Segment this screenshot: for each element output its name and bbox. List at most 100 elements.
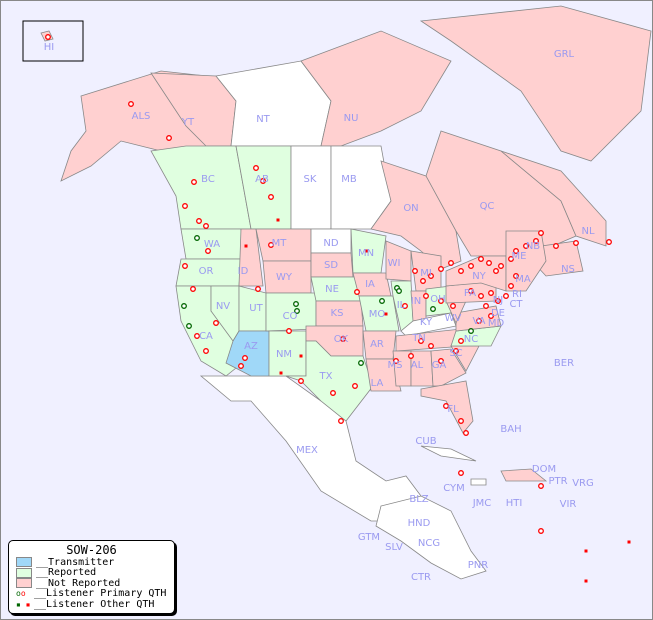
label-pnr: PNR: [468, 560, 489, 571]
listener-primary-qth-marker: [463, 430, 469, 436]
label-nv: NV: [216, 301, 230, 312]
listener-primary-qth-marker: [606, 239, 612, 245]
label-cym: CYM: [443, 483, 465, 494]
listener-primary-qth-marker: [428, 273, 434, 279]
listener-primary-qth-marker: [476, 318, 482, 324]
listener-other-qth-marker: [627, 540, 631, 544]
label-ms: MS: [388, 360, 403, 371]
listener-primary-qth-marker: [128, 101, 134, 107]
label-als: ALS: [132, 111, 151, 122]
region-shapes: [40, 5, 652, 580]
listener-primary-qth-marker: [396, 288, 402, 294]
listener-primary-qth-marker: [286, 328, 292, 334]
listener-primary-qth-marker: [488, 313, 494, 319]
label-nl: NL: [581, 226, 594, 237]
listener-other-qth-marker: [584, 549, 588, 553]
legend-label: __Not Reported: [36, 577, 121, 589]
region-central-america: [375, 495, 487, 580]
listener-other-qth-marker: [279, 371, 283, 375]
label-mex: MEX: [296, 445, 318, 456]
label-me: ME: [512, 251, 527, 262]
listener-primary-qth-marker: [458, 338, 464, 344]
listener-primary-qth-marker: [523, 243, 529, 249]
listener-primary-qth-marker: [205, 248, 211, 254]
label-nm: NM: [276, 349, 292, 360]
listener-primary-qth-marker: [45, 34, 51, 40]
listener-primary-qth-marker: [194, 333, 200, 339]
legend-label: __Listener Other QTH: [34, 598, 155, 610]
listener-primary-qth-marker: [468, 328, 474, 334]
region-land-na-base: [199, 375, 422, 522]
listener-primary-qth-marker: [538, 230, 544, 236]
listener-primary-qth-marker: [450, 303, 456, 309]
reported-swatch: [16, 567, 32, 578]
label-jmc: JMC: [472, 498, 492, 509]
listener-primary-qth-marker: [438, 266, 444, 272]
listener-other-qth-marker: [299, 354, 303, 358]
listener-primary-qth-marker: [508, 256, 514, 262]
label-ns: NS: [561, 264, 575, 275]
listener-primary-qth-marker: [478, 256, 484, 262]
region-labels: HI ALS YT NT NU GRL BC AB SK MB ON QC NL NS NB WA OR CA NV…: [44, 42, 595, 583]
label-ia: IA: [365, 279, 375, 290]
listener-primary-qth-marker: [340, 336, 346, 342]
listener-primary-qth-marker: [468, 263, 474, 269]
label-vir: VIR: [560, 499, 577, 510]
label-ctr: CTR: [411, 572, 431, 583]
listener-primary-qth-marker: [513, 248, 519, 254]
label-cub: CUB: [415, 436, 436, 447]
label-ber: BER: [554, 358, 574, 369]
label-nj: NJ: [493, 295, 503, 306]
label-co: CO: [283, 311, 298, 322]
listener-primary-qth-marker: [538, 528, 544, 534]
label-yt: YT: [181, 117, 195, 128]
region-id: [238, 228, 264, 287]
listener-primary-qth-marker: [420, 278, 426, 284]
label-grl: GRL: [554, 49, 575, 60]
label-va: VA: [472, 316, 485, 327]
label-or: OR: [199, 266, 214, 277]
listener-primary-qth-marker: [194, 235, 200, 241]
label-ar: AR: [370, 339, 384, 350]
listener-primary-qth-marker: [293, 301, 299, 307]
listener-other-qth-marker: [244, 244, 248, 248]
label-hnd: HND: [408, 518, 431, 529]
label-ky: KY: [420, 317, 433, 328]
label-wa: WA: [204, 239, 220, 250]
label-dom: DOM: [532, 464, 556, 475]
listener-other-qth-marker: [584, 579, 588, 583]
listener-primary-qth-marker: [495, 298, 501, 304]
label-nb: NB: [526, 241, 540, 252]
label-ri: RI: [512, 289, 522, 300]
listener-primary-qth-marker: [182, 203, 188, 209]
label-ma: MA: [515, 274, 531, 285]
listener-other-qth-marker: [276, 218, 280, 222]
listener-primary-qth-marker: [238, 363, 244, 369]
region-nu: [300, 30, 452, 147]
label-wi: WI: [388, 258, 401, 269]
listener-primary-qth-marker: [423, 293, 429, 299]
label-nt: NT: [256, 114, 270, 125]
legend-label: __Reported: [36, 567, 97, 579]
label-bah: BAH: [500, 424, 521, 435]
label-ks: KS: [331, 308, 344, 319]
legend-not-reported: __Not Reported: [9, 578, 174, 589]
listener-primary-qth-marker: [181, 303, 187, 309]
label-pa: PA: [464, 288, 476, 299]
label-nd: ND: [323, 238, 338, 249]
listener-primary-qth-marker: [486, 260, 492, 266]
hawaii-inset: [22, 20, 84, 62]
listener-primary-qth-marker: [166, 135, 172, 141]
label-id: ID: [238, 266, 249, 277]
label-on: ON: [403, 203, 418, 214]
label-il: IL: [397, 300, 406, 311]
region-mo: [358, 295, 400, 332]
listener-primary-qth-marker: [242, 355, 248, 361]
label-ok: OK: [334, 334, 349, 345]
listener-primary-qth-marker: [453, 348, 459, 354]
label-mn: MN: [358, 248, 374, 259]
listener-primary-qth-marker: [458, 268, 464, 274]
listener-primary-qth-marker: [379, 298, 385, 304]
region-ga: [430, 348, 467, 387]
